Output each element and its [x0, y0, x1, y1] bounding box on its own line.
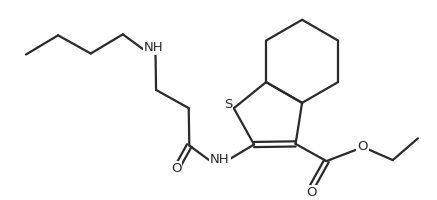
- Text: O: O: [306, 186, 316, 199]
- Text: NH: NH: [144, 41, 163, 54]
- Text: S: S: [224, 98, 232, 111]
- Text: O: O: [357, 140, 368, 153]
- Text: NH: NH: [210, 153, 230, 166]
- Text: O: O: [171, 162, 181, 175]
